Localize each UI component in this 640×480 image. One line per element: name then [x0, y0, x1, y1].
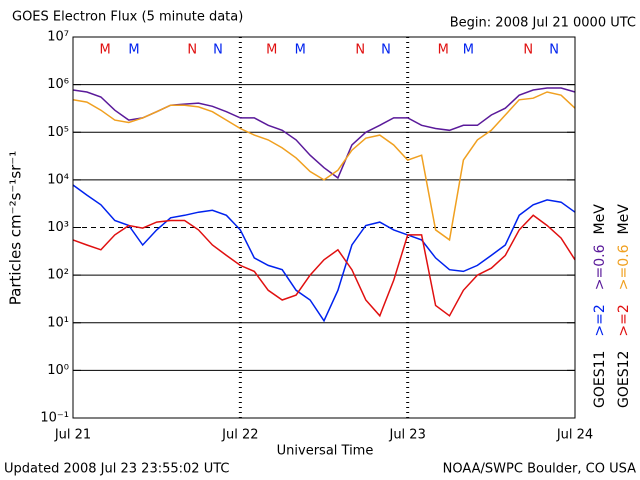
legend-group: GOES11: [592, 351, 608, 408]
x-tick-label: Jul 21: [54, 428, 91, 443]
y-tick-label: 10²: [47, 268, 69, 283]
marker-label: N: [381, 43, 391, 58]
y-tick-label: 10³: [47, 220, 69, 235]
footer-left: Updated 2008 Jul 23 23:55:02 UTC: [4, 462, 229, 477]
marker-label: M: [463, 43, 474, 58]
marker-label: N: [355, 43, 365, 58]
x-tick-label: Jul 24: [556, 428, 593, 443]
marker-label: N: [213, 43, 223, 58]
chart-subtitle: Begin: 2008 Jul 21 0000 UTC: [450, 16, 636, 31]
series-line: [72, 91, 576, 242]
legend-series: >=2: [592, 304, 608, 336]
plot-frame: [72, 36, 576, 419]
y-tick-label: 10⁷: [47, 30, 69, 45]
marker-label: M: [438, 43, 449, 58]
marker-label: M: [295, 43, 306, 58]
y-tick-label: 10⁶: [47, 77, 69, 92]
marker-label: M: [128, 43, 139, 58]
y-tick-label: 10⁰: [47, 363, 69, 378]
legend-entry: GOES11 >=2 >=0.6 MeV: [592, 204, 608, 408]
x-tick-label: Jul 22: [221, 428, 258, 443]
legend-unit: MeV: [616, 204, 632, 235]
y-tick-label: 10¹: [47, 315, 69, 330]
y-tick-label: 10⁴: [47, 172, 69, 187]
series-line: [72, 184, 576, 323]
legend-entry: GOES12 >=2 >=0.6 MeV: [616, 204, 632, 408]
marker-label: M: [266, 43, 277, 58]
footer-right: NOAA/SWPC Boulder, CO USA: [443, 462, 636, 477]
legend-series: >=0.6: [616, 244, 632, 290]
x-tick-label: Jul 23: [388, 428, 425, 443]
legend-series: >=2: [616, 304, 632, 336]
y-tick-label: 10⁻¹: [40, 411, 69, 426]
y-tick-label: 10⁵: [47, 125, 69, 140]
legend-unit: MeV: [592, 204, 608, 235]
marker-label: N: [523, 43, 533, 58]
legend-group: GOES12: [616, 351, 632, 408]
marker-label: M: [99, 43, 110, 58]
marker-label: N: [549, 43, 559, 58]
x-axis-label: Universal Time: [277, 444, 374, 459]
series-line: [72, 214, 576, 318]
y-axis-label: Particles cm⁻²s⁻¹sr⁻¹: [7, 151, 25, 305]
marker-label: N: [187, 43, 197, 58]
legend-series: >=0.6: [592, 244, 608, 290]
chart-title: GOES Electron Flux (5 minute data): [12, 10, 243, 25]
